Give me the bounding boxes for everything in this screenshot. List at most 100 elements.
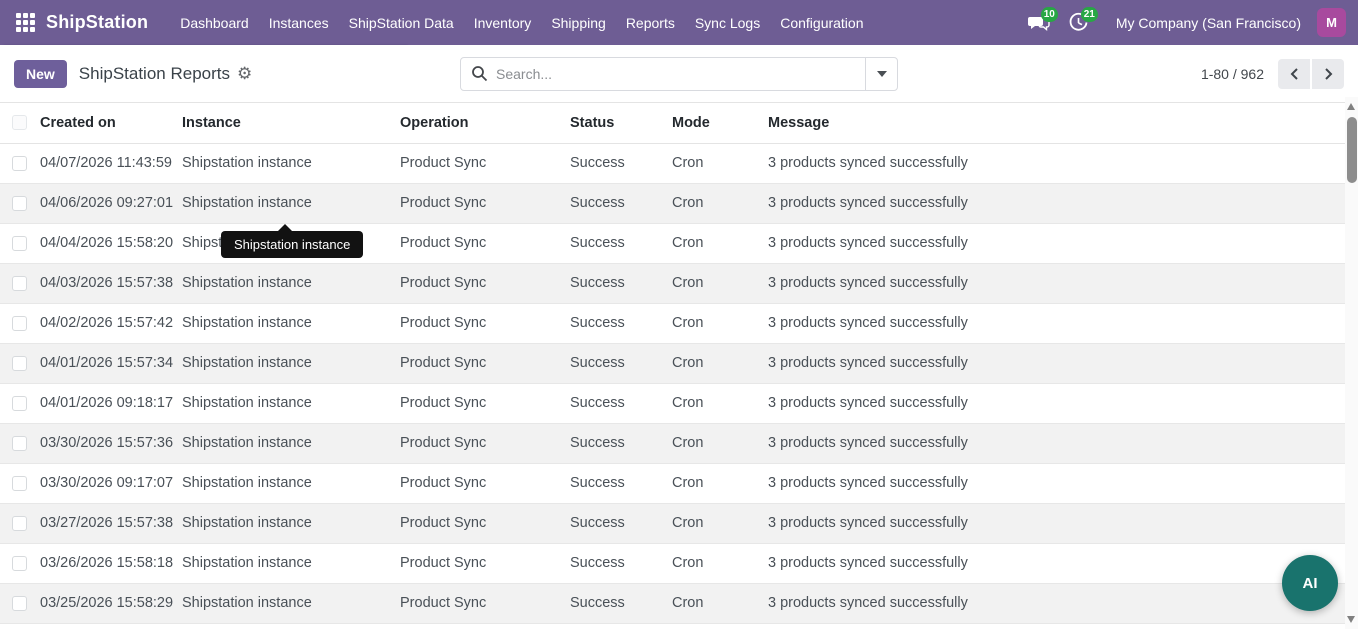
select-all-checkbox[interactable] [12,115,27,131]
report-table-body: 04/07/2026 11:43:59 Shipstation instance… [0,143,1345,624]
row-checkbox[interactable] [12,275,27,291]
cell-instance: Shipstation instance [182,303,400,344]
column-header-status[interactable]: Status [570,103,672,144]
row-checkbox[interactable] [12,435,27,451]
cell-mode: Cron [672,583,768,624]
nav-item[interactable]: Inventory [464,0,542,45]
vertical-scrollbar [1345,97,1358,629]
cell-operation: Product Sync [400,503,570,544]
cell-created-on: 03/25/2026 15:58:29 [40,583,182,624]
page-title: ShipStation Reports [78,63,230,83]
app-brand[interactable]: ShipStation [46,12,149,32]
nav-item[interactable]: Configuration [770,0,873,45]
row-checkbox[interactable] [12,555,27,571]
table-header-row: Created on Instance Operation Status Mod… [0,103,1345,144]
cell-operation: Product Sync [400,263,570,304]
control-bar: New ShipStation Reports ⚙ 1-80 / 962 [0,45,1358,103]
cell-mode: Cron [672,463,768,504]
column-header-instance[interactable]: Instance [182,103,400,144]
column-header-created-on[interactable]: Created on [40,103,182,144]
row-checkbox-cell [0,303,40,344]
activities-button[interactable]: 21 [1062,6,1098,40]
ai-assistant-button[interactable]: AI [1282,555,1338,611]
cell-status: Success [570,543,672,584]
messages-button[interactable]: 10 [1022,6,1058,40]
row-checkbox[interactable] [12,235,27,251]
pager-range: 1-80 / 962 [1200,65,1264,82]
apps-menu-button[interactable] [12,10,38,36]
row-checkbox-cell [0,183,40,224]
cell-message: 3 products synced successfully [768,343,1345,384]
scrollbar-thumb[interactable] [1346,117,1357,183]
cell-operation: Product Sync [400,583,570,624]
scroll-down-arrow-icon[interactable] [1347,616,1355,623]
table-row[interactable]: 04/02/2026 15:57:42 Shipstation instance… [0,303,1345,344]
cell-mode: Cron [672,143,768,184]
nav-item[interactable]: Reports [616,0,685,45]
table-row[interactable]: 04/03/2026 15:57:38 Shipstation instance… [0,263,1345,304]
nav-item-label: Instances [268,14,329,31]
nav-item[interactable]: Sync Logs [685,0,770,45]
cell-instance: Shipstation instance [182,423,400,464]
search-input[interactable] [496,65,865,82]
cell-operation: Product Sync [400,183,570,224]
cell-message: 3 products synced successfully [768,503,1345,544]
search-dropdown-toggle[interactable] [865,57,897,90]
cell-mode: Cron [672,543,768,584]
table-row[interactable]: 04/04/2026 15:58:20 Shipstation instance… [0,223,1345,264]
user-avatar[interactable]: M [1317,8,1346,37]
row-checkbox[interactable] [12,315,27,331]
pager-next-button[interactable] [1312,58,1344,89]
row-checkbox-cell [0,343,40,384]
cell-created-on: 04/03/2026 15:57:38 [40,263,182,304]
pager: 1-80 / 962 [1200,58,1344,89]
cell-operation: Product Sync [400,423,570,464]
cell-message: 3 products synced successfully [768,543,1345,584]
row-checkbox-cell [0,223,40,264]
table-row[interactable]: 03/26/2026 15:58:18 Shipstation instance… [0,543,1345,584]
gear-icon[interactable]: ⚙ [237,64,253,83]
nav-item[interactable]: Shipping [541,0,616,45]
row-checkbox[interactable] [12,155,27,171]
scroll-up-arrow-icon[interactable] [1347,103,1355,110]
cell-instance: Shipstation instance [182,343,400,384]
nav-item[interactable]: ShipStation Data [339,0,464,45]
pager-prev-button[interactable] [1278,58,1310,89]
cell-created-on: 04/06/2026 09:27:01 [40,183,182,224]
cell-message: 3 products synced successfully [768,263,1345,304]
cell-mode: Cron [672,223,768,264]
cell-status: Success [570,223,672,264]
table-row[interactable]: 03/30/2026 15:57:36 Shipstation instance… [0,423,1345,464]
column-header-mode[interactable]: Mode [672,103,768,144]
table-row[interactable]: 04/01/2026 15:57:34 Shipstation instance… [0,343,1345,384]
table-row[interactable]: 04/01/2026 09:18:17 Shipstation instance… [0,383,1345,424]
cell-created-on: 04/02/2026 15:57:42 [40,303,182,344]
table-row[interactable]: 04/07/2026 11:43:59 Shipstation instance… [0,143,1345,184]
cell-message: 3 products synced successfully [768,383,1345,424]
cell-created-on: 04/01/2026 09:18:17 [40,383,182,424]
table-row[interactable]: 03/30/2026 09:17:07 Shipstation instance… [0,463,1345,504]
row-checkbox-cell [0,463,40,504]
row-checkbox[interactable] [12,475,27,491]
row-checkbox[interactable] [12,395,27,411]
table-row[interactable]: 04/06/2026 09:27:01 Shipstation instance… [0,183,1345,224]
cell-message: 3 products synced successfully [768,583,1345,624]
row-checkbox[interactable] [12,195,27,211]
column-header-message[interactable]: Message [768,103,1345,144]
cell-status: Success [570,583,672,624]
nav-item[interactable]: Dashboard [170,0,259,45]
tooltip: Shipstation instance [221,224,364,258]
company-switcher[interactable]: My Company (San Francisco) [1115,14,1301,31]
row-checkbox[interactable] [12,595,27,611]
cell-instance: Shipstation instance [182,583,400,624]
nav-item[interactable]: Instances [259,0,339,45]
table-row[interactable]: 03/25/2026 15:58:29 Shipstation instance… [0,583,1345,624]
new-button[interactable]: New [14,59,67,88]
row-checkbox-cell [0,263,40,304]
table-row[interactable]: 03/27/2026 15:57:38 Shipstation instance… [0,503,1345,544]
row-checkbox[interactable] [12,515,27,531]
row-checkbox[interactable] [12,355,27,371]
list-view: Created on Instance Operation Status Mod… [0,103,1345,624]
column-header-operation[interactable]: Operation [400,103,570,144]
cell-instance: Shipstation instance [182,503,400,544]
